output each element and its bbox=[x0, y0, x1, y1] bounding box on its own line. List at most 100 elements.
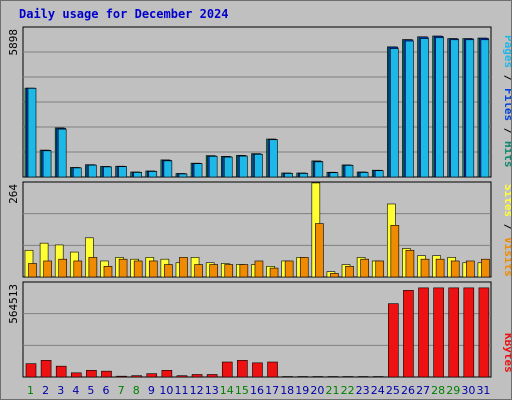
day-label: 15 bbox=[235, 384, 249, 397]
day-label: 29 bbox=[446, 384, 460, 397]
visits-bar bbox=[43, 260, 52, 278]
pages-bar bbox=[103, 166, 112, 178]
pages-bar bbox=[359, 172, 369, 178]
visits-bar bbox=[450, 260, 460, 278]
kbytes-bar bbox=[131, 375, 142, 378]
day-label: 17 bbox=[265, 384, 279, 397]
day-label: 23 bbox=[356, 384, 370, 397]
series-legend: Sites / Visits bbox=[502, 184, 511, 277]
kbytes-bar bbox=[146, 373, 158, 378]
visits-bar bbox=[269, 267, 279, 278]
visits-bar bbox=[209, 264, 218, 278]
visits-bar bbox=[103, 266, 113, 278]
day-label: 21 bbox=[325, 384, 339, 397]
day-label: 20 bbox=[310, 384, 324, 397]
visits-bar bbox=[118, 258, 128, 278]
pages-bar bbox=[269, 139, 278, 178]
kbytes-bar bbox=[403, 290, 414, 378]
pages-bar bbox=[193, 163, 203, 178]
visits-bar bbox=[164, 264, 173, 278]
visits-bar bbox=[330, 273, 339, 278]
visits-bar bbox=[224, 264, 234, 278]
day-label: 6 bbox=[103, 384, 110, 397]
visits-bar bbox=[435, 258, 445, 278]
kbytes-bar bbox=[237, 360, 248, 378]
day-label: 10 bbox=[159, 384, 173, 397]
day-label: 16 bbox=[250, 384, 264, 397]
pages-bar bbox=[284, 173, 293, 178]
kbytes-bar bbox=[55, 365, 67, 378]
day-label: 26 bbox=[401, 384, 415, 397]
kbytes-bar bbox=[388, 303, 399, 378]
legend-part: / bbox=[502, 217, 511, 237]
visits-bar bbox=[375, 260, 385, 278]
kbytes-bar bbox=[221, 361, 233, 378]
pages-bar bbox=[163, 160, 173, 178]
pages-bar bbox=[390, 48, 399, 178]
pages-bar bbox=[405, 40, 414, 178]
kbytes-bar bbox=[25, 363, 37, 378]
kbytes-bar bbox=[267, 361, 278, 378]
day-label: 14 bbox=[220, 384, 234, 397]
day-label: 24 bbox=[371, 384, 385, 397]
kbytes-bar bbox=[176, 375, 188, 378]
kbytes-bar bbox=[418, 287, 429, 378]
legend-part: KBytes bbox=[502, 333, 511, 373]
y-max-label: 564513 bbox=[7, 284, 20, 324]
pages-bar bbox=[465, 39, 475, 178]
day-label: 3 bbox=[57, 384, 64, 397]
visits-bar bbox=[254, 260, 264, 278]
pages-bar bbox=[450, 39, 460, 178]
day-label: 25 bbox=[386, 384, 400, 397]
visits-bar bbox=[284, 260, 294, 278]
pages-bar bbox=[239, 155, 248, 178]
pages-bar bbox=[314, 161, 324, 178]
kbytes-bar bbox=[101, 370, 112, 378]
visits-bar bbox=[299, 257, 309, 278]
kbytes-bar bbox=[191, 374, 203, 378]
pages-bar bbox=[42, 150, 52, 178]
kbytes-bar bbox=[448, 287, 460, 378]
pages-bar bbox=[57, 128, 67, 178]
kbytes-bar bbox=[478, 287, 490, 378]
kbytes-bar bbox=[70, 372, 82, 378]
panel-2: 264 Sites / Visits bbox=[7, 181, 511, 278]
visits-bar bbox=[390, 225, 400, 278]
pages-bar bbox=[208, 156, 218, 178]
visits-bar bbox=[481, 258, 490, 278]
visits-bar bbox=[405, 249, 415, 278]
visits-bar bbox=[420, 258, 430, 278]
visits-bar bbox=[345, 266, 354, 278]
panel-3: 564513 KBytes bbox=[7, 281, 511, 378]
series-legend: Pages / Files / Hits bbox=[502, 35, 511, 168]
chart-title: Daily usage for December 2024 bbox=[19, 7, 229, 21]
day-label: 19 bbox=[295, 384, 309, 397]
kbytes-bar bbox=[433, 287, 444, 378]
pages-bar bbox=[254, 154, 263, 178]
day-label: 18 bbox=[280, 384, 294, 397]
visits-bar bbox=[179, 257, 188, 278]
day-label: 4 bbox=[72, 384, 79, 397]
pages-bar bbox=[435, 37, 444, 178]
pages-bar bbox=[178, 173, 188, 178]
day-label: 22 bbox=[341, 384, 355, 397]
day-label: 13 bbox=[205, 384, 219, 397]
day-label: 30 bbox=[461, 384, 475, 397]
pages-bar bbox=[27, 88, 37, 178]
visits-bar bbox=[360, 258, 369, 278]
y-max-label: 264 bbox=[7, 184, 20, 204]
day-label: 8 bbox=[133, 384, 140, 397]
day-label: 2 bbox=[42, 384, 49, 397]
legend-part: / bbox=[502, 68, 511, 88]
legend-part: Hits bbox=[502, 141, 511, 168]
kbytes-bar bbox=[252, 362, 263, 378]
kbytes-bar bbox=[463, 287, 475, 378]
pages-bar bbox=[223, 156, 233, 178]
visits-bar bbox=[73, 260, 83, 278]
pages-bar bbox=[72, 167, 82, 178]
pages-bar bbox=[420, 38, 429, 178]
pages-bar bbox=[299, 173, 309, 178]
day-label: 5 bbox=[87, 384, 94, 397]
